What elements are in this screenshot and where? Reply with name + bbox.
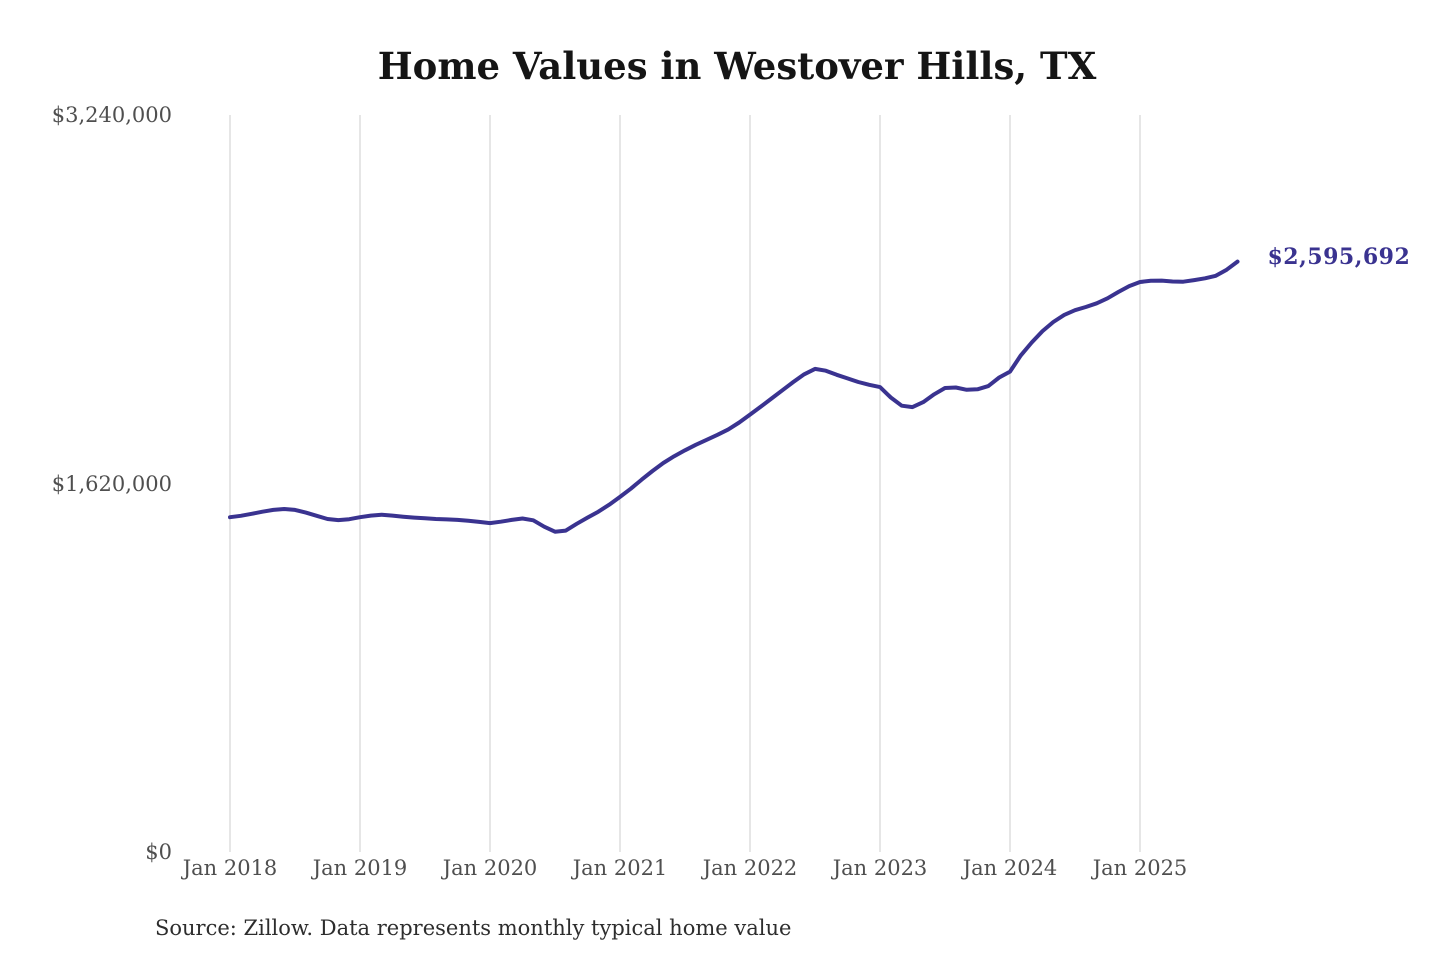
x-axis-label: Jan 2024 (962, 856, 1058, 880)
y-axis-label: $3,240,000 (51, 103, 172, 127)
x-axis-label: Jan 2025 (1092, 856, 1188, 880)
end-value-label: $2,595,692 (1267, 243, 1411, 270)
y-axis-label: $0 (145, 840, 172, 864)
x-axis-label: Jan 2023 (832, 856, 928, 880)
x-axis-label: Jan 2021 (572, 856, 668, 880)
y-axis-label: $1,620,000 (51, 471, 172, 496)
x-axis-label: Jan 2022 (702, 856, 798, 880)
x-axis-label: Jan 2018 (182, 856, 278, 880)
source-note: Source: Zillow. Data represents monthly … (155, 916, 792, 940)
chart-title: Home Values in Westover Hills, TX (377, 44, 1097, 88)
value-line (228, 259, 1240, 534)
x-axis-label: Jan 2019 (312, 856, 408, 880)
x-axis-label: Jan 2020 (442, 856, 538, 880)
